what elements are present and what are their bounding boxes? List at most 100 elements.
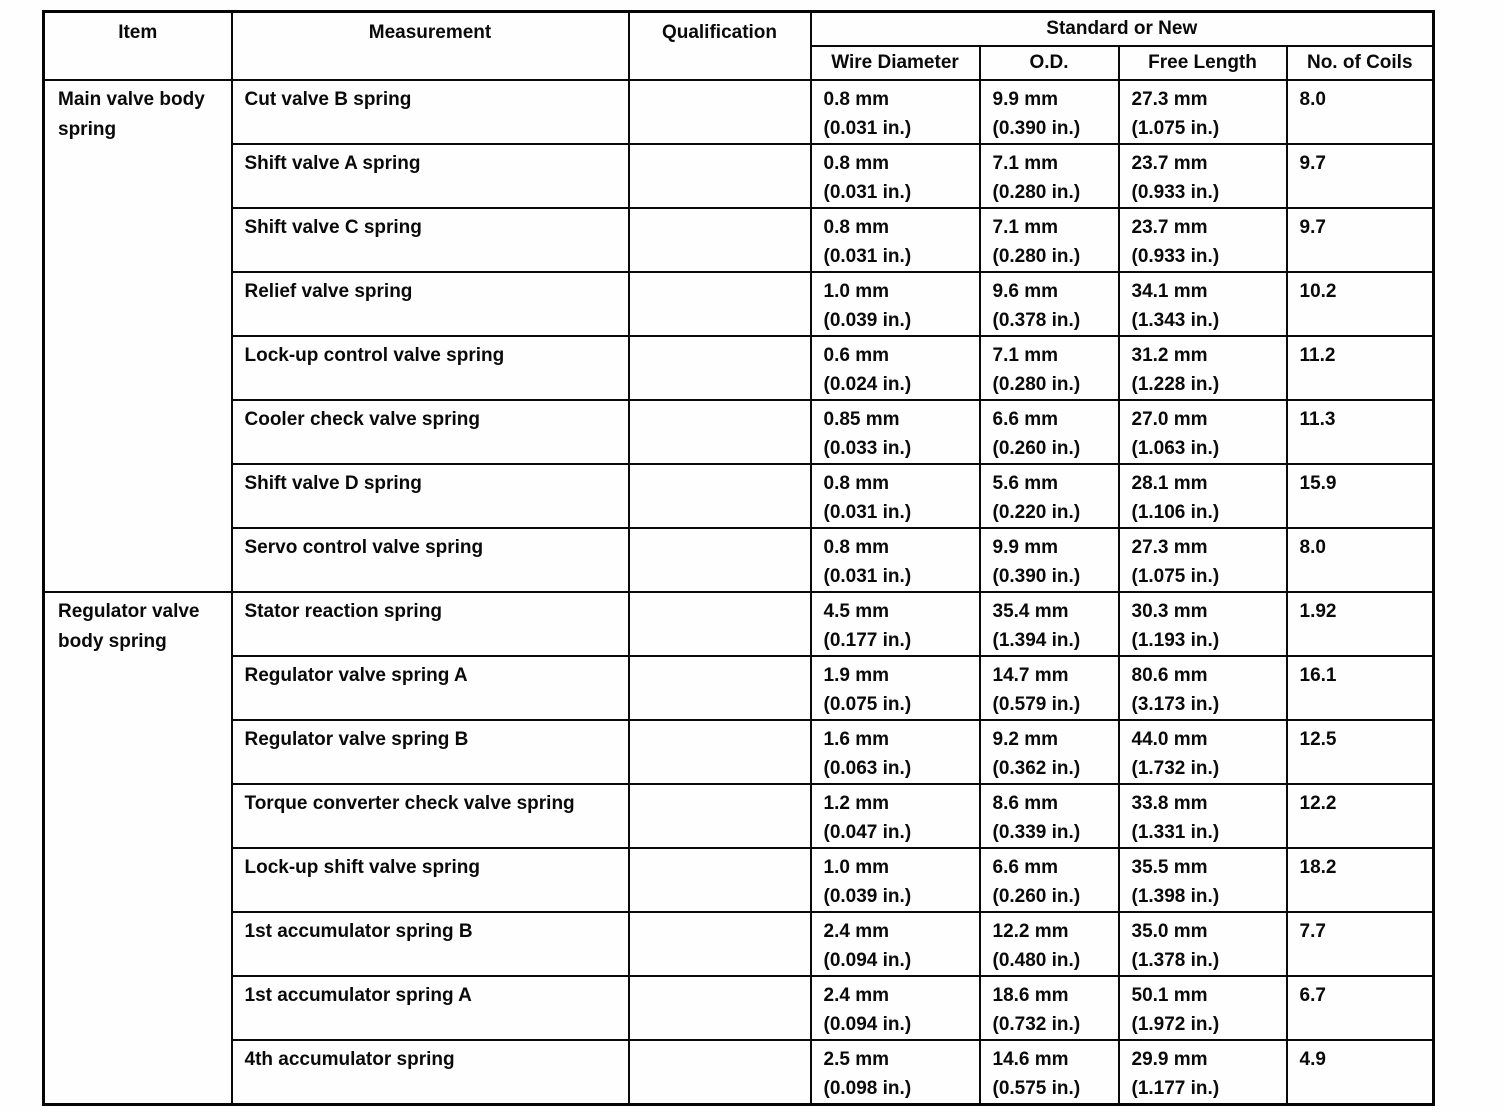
table-row: Regulator valve body spring Stator reacti… xyxy=(42,590,1435,1105)
od-cell-line: (0.280 in.) xyxy=(992,181,1081,203)
no-of-coils-cell: 8.0 xyxy=(1285,78,1435,145)
od-cell-line: 9.9 mm xyxy=(992,536,1058,558)
item-group-label: Main valve body spring xyxy=(42,78,233,593)
wire-diameter-cell: 0.85 mm (0.033 in.) xyxy=(809,398,981,465)
qualification-cell xyxy=(627,718,812,785)
free-length-cell-line: (1.331 in.) xyxy=(1131,821,1220,843)
od-cell-line: 6.6 mm xyxy=(992,408,1058,430)
od-cell-line: (1.394 in.) xyxy=(992,629,1081,651)
no-of-coils-cell: 9.7 xyxy=(1285,206,1435,273)
od-cell-line: (0.390 in.) xyxy=(992,565,1081,587)
wire-diameter-cell: 0.8 mm (0.031 in.) xyxy=(809,462,981,529)
od-cell: 9.9 mm (0.390 in.) xyxy=(978,526,1120,593)
wire-diameter-cell-line: 0.8 mm xyxy=(823,472,889,494)
table-row: Shift valve C spring 0.8 mm (0.031 in.) 7.1… xyxy=(44,206,1435,273)
wire-diameter-cell-line: (0.031 in.) xyxy=(823,117,912,139)
measurement-cell: Torque converter check valve spring xyxy=(230,782,630,849)
column-header-wire-diameter: Wire Diameter xyxy=(809,44,981,81)
od-cell: 7.1 mm (0.280 in.) xyxy=(978,142,1120,209)
no-of-coils-cell: 18.2 xyxy=(1285,846,1435,913)
table-row: Torque converter check valve spring 1.2 m… xyxy=(44,782,1435,849)
wire-diameter-cell-line: 0.8 mm xyxy=(823,536,889,558)
wire-diameter-cell-line: 1.0 mm xyxy=(823,280,889,302)
table-body: Main valve body spring Cut valve B spring… xyxy=(42,78,1435,1105)
free-length-cell: 29.9 mm (1.177 in.) xyxy=(1117,1038,1288,1105)
wire-diameter-cell-line: 2.4 mm xyxy=(823,920,889,942)
wire-diameter-cell: 0.8 mm (0.031 in.) xyxy=(809,206,981,273)
wire-diameter-cell-line: 0.8 mm xyxy=(823,152,889,174)
od-cell-line: (0.732 in.) xyxy=(992,1013,1081,1035)
od-cell-line: 6.6 mm xyxy=(992,856,1058,878)
table-row: 1st accumulator spring B 2.4 mm (0.094 in.… xyxy=(44,910,1435,977)
measurement-cell: Cut valve B spring xyxy=(230,78,630,145)
od-cell: 9.2 mm (0.362 in.) xyxy=(978,718,1120,785)
wire-diameter-cell-line: 1.0 mm xyxy=(823,856,889,878)
wire-diameter-cell: 1.0 mm (0.039 in.) xyxy=(809,846,981,913)
measurement-cell: Cooler check valve spring xyxy=(230,398,630,465)
od-cell-line: 7.1 mm xyxy=(992,344,1058,366)
measurement-cell: 1st accumulator spring B xyxy=(230,910,630,977)
wire-diameter-cell: 0.8 mm (0.031 in.) xyxy=(809,526,981,593)
measurement-cell: Lock-up control valve spring xyxy=(230,334,630,401)
wire-diameter-cell-line: (0.039 in.) xyxy=(823,309,912,331)
table-row: Lock-up shift valve spring 1.0 mm (0.039 i… xyxy=(44,846,1435,913)
measurement-cell: Lock-up shift valve spring xyxy=(230,846,630,913)
free-length-cell-line: 23.7 mm xyxy=(1131,216,1208,238)
wire-diameter-cell: 2.4 mm (0.094 in.) xyxy=(809,974,981,1041)
od-cell: 7.1 mm (0.280 in.) xyxy=(978,206,1120,273)
free-length-cell-line: 80.6 mm xyxy=(1131,664,1208,686)
no-of-coils-cell: 6.7 xyxy=(1285,974,1435,1041)
wire-diameter-cell-line: (0.094 in.) xyxy=(823,1013,912,1035)
qualification-cell xyxy=(627,526,812,593)
free-length-cell-line: (1.732 in.) xyxy=(1131,757,1220,779)
wire-diameter-cell-line: 0.8 mm xyxy=(823,88,889,110)
no-of-coils-cell: 12.2 xyxy=(1285,782,1435,849)
wire-diameter-cell-line: (0.098 in.) xyxy=(823,1077,912,1099)
free-length-cell: 30.3 mm (1.193 in.) xyxy=(1117,590,1288,657)
qualification-cell xyxy=(627,782,812,849)
table-row: Lock-up control valve spring 0.6 mm (0.024… xyxy=(44,334,1435,401)
wire-diameter-cell-line: 1.6 mm xyxy=(823,728,889,750)
od-cell-line: 5.6 mm xyxy=(992,472,1058,494)
spring-specifications-table: Item Measurement Qualification Standard … xyxy=(42,10,1436,1106)
free-length-cell-line: 23.7 mm xyxy=(1131,152,1208,174)
table-row: Shift valve D spring 0.8 mm (0.031 in.) 5.6… xyxy=(44,462,1435,529)
wire-diameter-cell-line: (0.063 in.) xyxy=(823,757,912,779)
no-of-coils-cell: 1.92 xyxy=(1285,590,1435,657)
measurement-cell: Regulator valve spring A xyxy=(230,654,630,721)
od-cell-line: 35.4 mm xyxy=(992,600,1069,622)
wire-diameter-cell-line: 4.5 mm xyxy=(823,600,889,622)
header-row-main: Item Measurement Qualification Standard … xyxy=(42,10,1435,81)
free-length-cell: 27.0 mm (1.063 in.) xyxy=(1117,398,1288,465)
wire-diameter-cell: 0.8 mm (0.031 in.) xyxy=(809,78,981,145)
wire-diameter-cell-line: (0.024 in.) xyxy=(823,373,912,395)
free-length-cell: 27.3 mm (1.075 in.) xyxy=(1117,78,1288,145)
measurement-cell: Relief valve spring xyxy=(230,270,630,337)
measurement-cell: 1st accumulator spring A xyxy=(230,974,630,1041)
free-length-cell: 28.1 mm (1.106 in.) xyxy=(1117,462,1288,529)
od-cell-line: (0.280 in.) xyxy=(992,245,1081,267)
wire-diameter-cell-line: (0.039 in.) xyxy=(823,885,912,907)
wire-diameter-cell: 1.9 mm (0.075 in.) xyxy=(809,654,981,721)
wire-diameter-cell-line: (0.031 in.) xyxy=(823,501,912,523)
no-of-coils-cell: 9.7 xyxy=(1285,142,1435,209)
free-length-cell-line: (1.063 in.) xyxy=(1131,437,1220,459)
od-cell-line: (0.480 in.) xyxy=(992,949,1081,971)
wire-diameter-cell-line: (0.047 in.) xyxy=(823,821,912,843)
free-length-cell-line: (1.972 in.) xyxy=(1131,1013,1220,1035)
free-length-cell-line: (1.228 in.) xyxy=(1131,373,1220,395)
free-length-cell: 31.2 mm (1.228 in.) xyxy=(1117,334,1288,401)
no-of-coils-cell: 12.5 xyxy=(1285,718,1435,785)
no-of-coils-cell: 4.9 xyxy=(1285,1038,1435,1105)
table-row: Cooler check valve spring 0.85 mm (0.033 i… xyxy=(44,398,1435,465)
no-of-coils-cell: 11.2 xyxy=(1285,334,1435,401)
od-cell: 8.6 mm (0.339 in.) xyxy=(978,782,1120,849)
qualification-cell xyxy=(627,590,812,657)
measurement-cell: Shift valve D spring xyxy=(230,462,630,529)
wire-diameter-cell-line: (0.075 in.) xyxy=(823,693,912,715)
qualification-cell xyxy=(627,846,812,913)
od-cell: 5.6 mm (0.220 in.) xyxy=(978,462,1120,529)
qualification-cell xyxy=(627,1038,812,1105)
free-length-cell: 23.7 mm (0.933 in.) xyxy=(1117,142,1288,209)
